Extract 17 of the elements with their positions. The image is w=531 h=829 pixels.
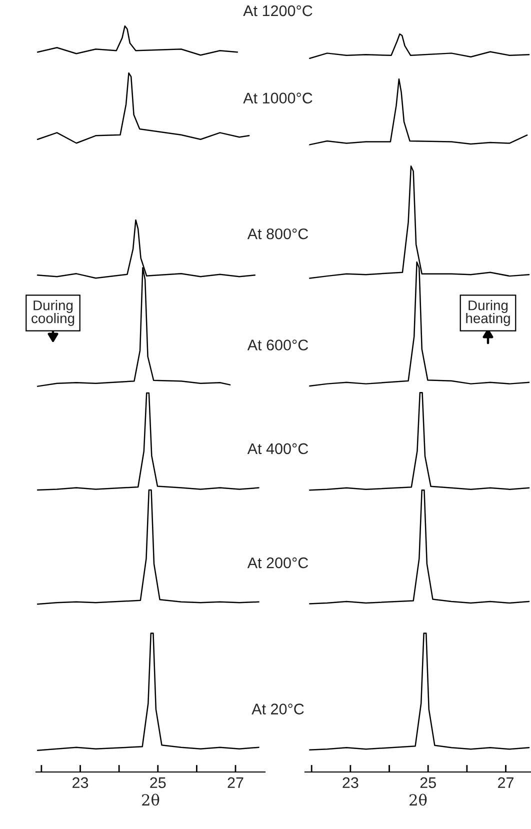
text: At 400°C	[247, 443, 308, 454]
x-axis-title: 2θ	[142, 794, 160, 806]
x-tick-label: 27	[498, 777, 514, 788]
annotation: During cooling	[32, 300, 74, 326]
x-axis-title: 2θ	[410, 794, 427, 806]
x-tick-label: 23	[342, 777, 358, 788]
annotation: During heating	[466, 300, 510, 326]
text: At 600°C	[247, 340, 308, 350]
text: At 1200°C	[243, 5, 312, 16]
x-tick-label: 25	[150, 777, 166, 788]
text: At 200°C	[247, 557, 308, 568]
text: At 800°C	[247, 228, 308, 240]
text: At 1000°C	[243, 92, 312, 104]
x-tick-label: 27	[228, 777, 244, 788]
text: At 20°C	[252, 704, 304, 714]
x-tick-label: 25	[420, 777, 436, 788]
x-tick-label: 23	[72, 777, 88, 788]
